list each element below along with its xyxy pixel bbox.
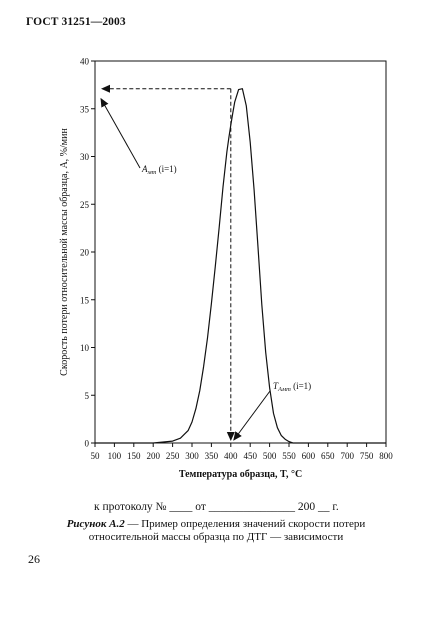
x-tick-label: 200: [146, 451, 160, 461]
amt-label: Aмт (i=1): [141, 164, 177, 176]
x-tick-label: 750: [360, 451, 374, 461]
plot-frame: [94, 60, 387, 444]
x-tick-label: 700: [340, 451, 354, 461]
page-number: 26: [28, 552, 40, 566]
x-tick-label: 50: [91, 451, 101, 461]
x-tick-label: 500: [263, 451, 277, 461]
figure-caption: Рисунок А.2 — Пример определения значени…: [66, 518, 366, 544]
y-tick-label: 5: [85, 391, 90, 401]
x-tick-label: 350: [205, 451, 219, 461]
y-tick-label: 15: [80, 295, 90, 305]
x-tick-label: 300: [185, 451, 199, 461]
y-tick-label: 30: [80, 152, 90, 162]
x-tick-label: 400: [224, 451, 238, 461]
x-tick-label: 150: [127, 451, 141, 461]
y-axis-label: Скорость потери относительной массы обра…: [59, 128, 70, 376]
x-tick-label: 600: [302, 451, 316, 461]
dtg-chart: 0 5 10 15 20 25 30 35 40 50 100 150 200 250 300 350 400…: [59, 57, 393, 481]
chart-canvas: 0 5 10 15 20 25 30 35 40 50 100 150 200 250 300 350 400…: [59, 57, 393, 481]
caption-text: — Пример определения значений скорости п…: [88, 518, 366, 543]
caption-label: Рисунок А.2: [66, 518, 125, 530]
x-tick-label: 100: [108, 451, 122, 461]
x-tick-label: 450: [243, 451, 257, 461]
x-tick-label: 650: [321, 451, 335, 461]
protocol-line: к протоколу № ____ от _______________ 20…: [94, 501, 339, 513]
y-tick-label: 40: [80, 57, 90, 67]
y-tick-label: 10: [80, 343, 90, 353]
tmt-label: TАмт (i=1): [273, 381, 311, 393]
x-axis-label: Температура образца, T, °C: [179, 469, 302, 480]
x-tick-label: 550: [282, 451, 296, 461]
document-header: ГОСТ 31251—2003: [26, 16, 126, 28]
y-tick-label: 20: [80, 248, 90, 258]
x-tick-label: 250: [166, 451, 180, 461]
y-tick-label: 25: [80, 200, 90, 210]
dtg-curve: [95, 88, 386, 444]
y-tick-label: 35: [80, 104, 90, 114]
x-tick-label: 800: [379, 451, 393, 461]
amt-leader-arrow: [100, 97, 141, 169]
tmt-leader-arrow: [233, 390, 271, 441]
y-tick-label: 0: [85, 439, 90, 449]
